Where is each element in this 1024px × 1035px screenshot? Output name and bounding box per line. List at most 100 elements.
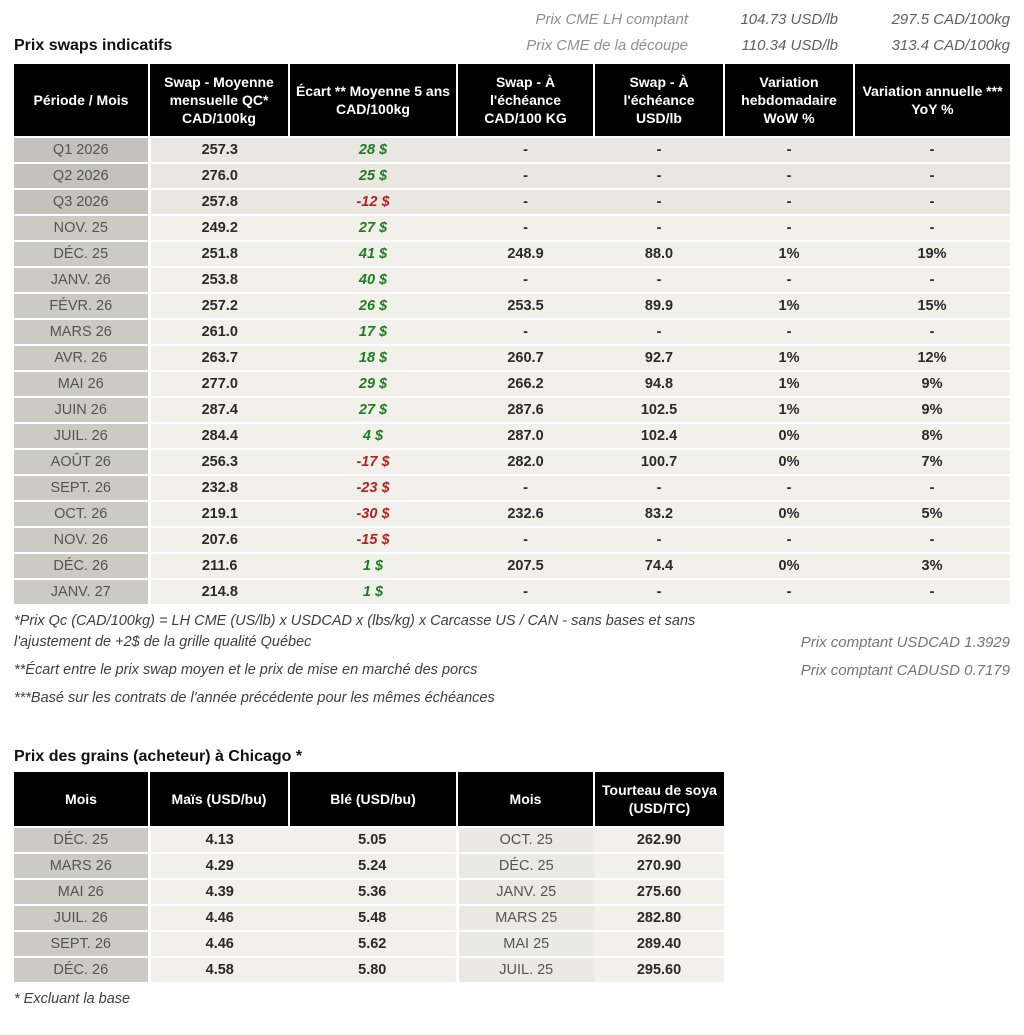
ecart-cell: 40 $ (289, 266, 457, 293)
yoy-cell: 3% (854, 552, 1010, 579)
wheat-price-cell: 5.80 (289, 956, 457, 982)
corn-price-cell: 4.29 (147, 852, 289, 879)
ecart-cell: 1 $ (289, 552, 457, 579)
period-cell: Q1 2026 (14, 136, 149, 163)
spot-rates: Prix comptant USDCAD 1.3929 Prix comptan… (744, 611, 1010, 716)
grain-month-cell: DÉC. 26 (14, 956, 149, 982)
grains-table-row: MAI 26 4.39 5.36 JANV. 25 275.60 (14, 878, 724, 905)
grain-month-cell: MAI 26 (14, 878, 149, 905)
ecart-cell: 26 $ (289, 292, 457, 319)
grains-table: Mois Maïs (USD/bu) Blé (USD/bu) Mois Tou… (14, 772, 724, 982)
yoy-cell: 19% (854, 240, 1010, 267)
swaps-table-row: Q3 2026 257.8 -12 $ - - - - (14, 188, 1010, 215)
grains-section-title: Prix des grains (acheteur) à Chicago * (14, 748, 303, 765)
maturity-usd-cell: - (594, 162, 724, 189)
wheat-price-cell: 5.48 (289, 904, 457, 931)
grains-table-header: Mois Maïs (USD/bu) Blé (USD/bu) Mois Tou… (14, 772, 724, 827)
wow-cell: - (724, 474, 854, 501)
swaps-table-row: FÉVR. 26 257.2 26 $253.5 89.9 1% 15% (14, 292, 1010, 319)
swaps-table-row: NOV. 25 249.2 27 $ - - - - (14, 214, 1010, 241)
wow-cell: - (724, 266, 854, 293)
cme-lh-line: Prix CME LH comptant 104.73 USD/lb 297.5… (14, 8, 1010, 32)
swaps-table-row: Q1 2026 257.3 28 $ - - - - (14, 136, 1010, 163)
ecart-cell: -17 $ (289, 448, 457, 475)
wow-cell: 1% (724, 370, 854, 397)
yoy-cell: 9% (854, 396, 1010, 423)
yoy-cell: - (854, 578, 1010, 604)
wow-cell: 1% (724, 396, 854, 423)
period-cell: NOV. 25 (14, 214, 149, 241)
maturity-usd-cell: - (594, 214, 724, 241)
maturity-usd-cell: 94.8 (594, 370, 724, 397)
period-cell: NOV. 26 (14, 526, 149, 553)
col-swap-avg: Swap - Moyenne mensuelle QC* CAD/100kg (148, 64, 289, 137)
swaps-table-row: JANV. 27 214.8 1 $ - - - - (14, 578, 1010, 604)
wow-cell: 1% (724, 292, 854, 319)
wow-cell: - (724, 188, 854, 215)
yoy-cell: - (854, 318, 1010, 345)
maturity-usd-cell: 92.7 (594, 344, 724, 371)
maturity-cad-cell: 287.0 (457, 422, 594, 449)
maturity-cad-cell: 253.5 (457, 292, 594, 319)
period-cell: JANV. 27 (14, 578, 149, 604)
col-maturity-cad: Swap - À l'échéance CAD/100 KG (456, 64, 594, 137)
maturity-cad-cell: 260.7 (457, 344, 594, 371)
corn-price-cell: 4.46 (147, 930, 289, 957)
maturity-usd-cell: 83.2 (594, 500, 724, 527)
price-report-page: Prix CME LH comptant 104.73 USD/lb 297.5… (14, 8, 1010, 1007)
soymeal-price-cell: 289.40 (594, 930, 724, 957)
grain-month-cell: MARS 26 (14, 852, 149, 879)
cme-lh-usd-value: 104.73 USD/lb (740, 11, 838, 28)
swaps-table-row: JUIL. 26 284.4 4 $287.0 102.4 0% 8% (14, 422, 1010, 449)
yoy-cell: - (854, 214, 1010, 241)
col-month-2: Mois (456, 772, 594, 827)
wow-cell: - (724, 214, 854, 241)
swap-avg-cell: 263.7 (147, 344, 289, 371)
period-cell: SEPT. 26 (14, 474, 149, 501)
maturity-cad-cell: - (457, 188, 594, 215)
ecart-cell: -30 $ (289, 500, 457, 527)
swaps-table-row: MAI 26 277.0 29 $266.2 94.8 1% 9% (14, 370, 1010, 397)
corn-price-cell: 4.13 (147, 826, 289, 853)
grains-table-row: DÉC. 26 4.58 5.80 JUIL. 25 295.60 (14, 956, 724, 982)
swaps-footnotes: *Prix Qc (CAD/100kg) = LH CME (US/lb) x … (14, 611, 1010, 716)
period-cell: FÉVR. 26 (14, 292, 149, 319)
maturity-usd-cell: - (594, 136, 724, 163)
swaps-table-row: SEPT. 26 232.8 -23 $ - - - - (14, 474, 1010, 501)
cme-lh-label: Prix CME LH comptant (535, 11, 688, 28)
grain-month-cell: SEPT. 26 (14, 930, 149, 957)
col-ecart: Écart ** Moyenne 5 ans CAD/100kg (288, 64, 457, 137)
grain-month-cell: JUIL. 26 (14, 904, 149, 931)
wow-cell: 0% (724, 448, 854, 475)
grains-table-row: JUIL. 26 4.46 5.48 MARS 25 282.80 (14, 904, 724, 931)
wow-cell: 0% (724, 552, 854, 579)
grains-table-row: DÉC. 25 4.13 5.05 OCT. 25 262.90 (14, 826, 724, 853)
swap-avg-cell: 207.6 (147, 526, 289, 553)
grains-table-row: SEPT. 26 4.46 5.62 MAI 25 289.40 (14, 930, 724, 957)
yoy-cell: - (854, 136, 1010, 163)
swap-avg-cell: 284.4 (147, 422, 289, 449)
cme-lh-cad-value: 297.5 CAD/100kg (891, 11, 1010, 28)
maturity-cad-cell: - (457, 162, 594, 189)
period-cell: DÉC. 25 (14, 240, 149, 267)
ecart-cell: -23 $ (289, 474, 457, 501)
ecart-cell: 25 $ (289, 162, 457, 189)
footnote-ecart: **Écart entre le prix swap moyen et le p… (14, 662, 478, 678)
swaps-table: Période / Mois Swap - Moyenne mensuelle … (14, 64, 1010, 604)
swap-avg-cell: 257.3 (147, 136, 289, 163)
period-cell: JANV. 26 (14, 266, 149, 293)
ecart-cell: 27 $ (289, 396, 457, 423)
cadusd-spot-rate: Prix comptant CADUSD 0.7179 (800, 662, 1010, 679)
footnote-price-formula: *Prix Qc (CAD/100kg) = LH CME (US/lb) x … (14, 613, 696, 650)
yoy-cell: - (854, 266, 1010, 293)
period-cell: OCT. 26 (14, 500, 149, 527)
grains-footnote: * Excluant la base (14, 991, 131, 1007)
swap-avg-cell: 261.0 (147, 318, 289, 345)
maturity-cad-cell: - (457, 266, 594, 293)
maturity-usd-cell: - (594, 266, 724, 293)
swap-avg-cell: 211.6 (147, 552, 289, 579)
maturity-cad-cell: 266.2 (457, 370, 594, 397)
soymeal-month-cell: MAI 25 (455, 930, 594, 957)
cme-spot-header: Prix CME LH comptant 104.73 USD/lb 297.5… (14, 8, 1010, 58)
period-cell: DÉC. 26 (14, 552, 149, 579)
